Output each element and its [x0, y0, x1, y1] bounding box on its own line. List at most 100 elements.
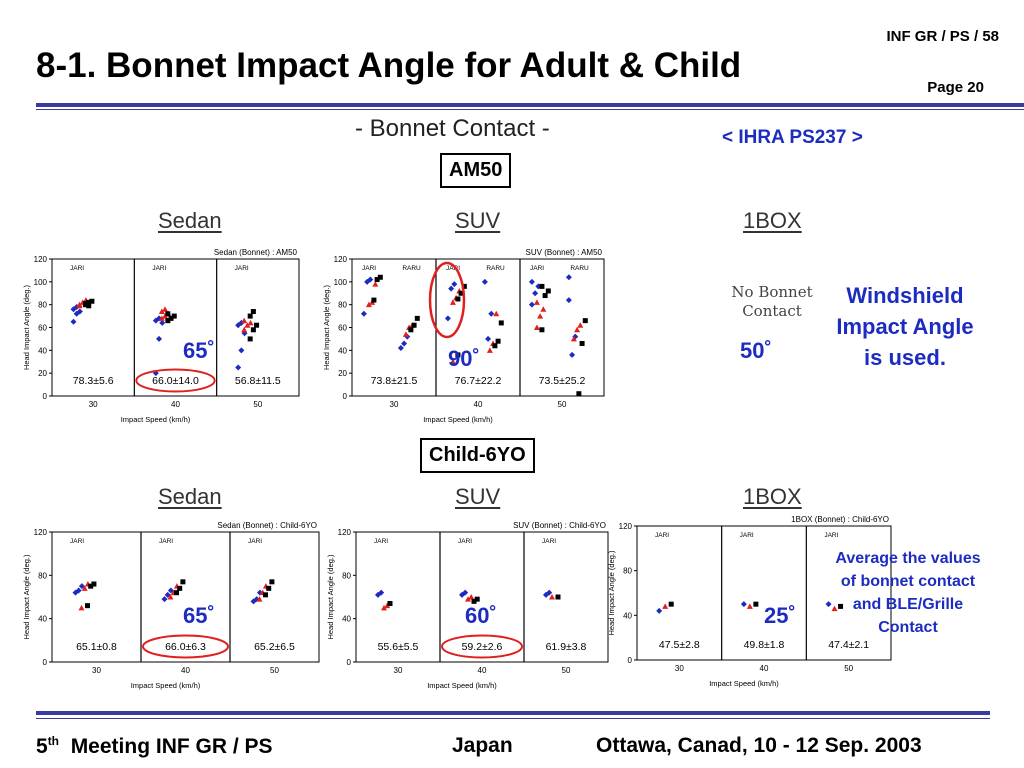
data-point-black [458, 290, 464, 296]
average-line-4: Contact [878, 619, 938, 636]
footer-meeting-name: Meeting INF GR / PS [70, 735, 273, 758]
data-point-red [533, 299, 540, 305]
x-axis-label: Impact Speed (km/h) [131, 681, 201, 690]
plot-frame [636, 525, 892, 661]
child-6yo-label: Child-6YO [420, 438, 535, 473]
data-point-red [402, 331, 409, 337]
footer-rule-thin [36, 718, 990, 719]
data-point-black [174, 590, 179, 596]
am50-sedan-heading: Sedan [158, 208, 222, 233]
child-sedan-chart: Sedan (Bonnet) : Child-6YO 0 40 80 120 Head I… [22, 521, 320, 690]
y-tick-label: 120 [34, 255, 48, 264]
data-point-black [89, 298, 95, 304]
child-1box-heading: 1BOX [743, 484, 802, 509]
x-tick-label: 40 [474, 400, 483, 409]
data-point-black [168, 315, 174, 321]
bonnet-contact-header: - Bonnet Contact - [355, 115, 550, 142]
data-point-black [579, 340, 585, 346]
data-point-black [165, 318, 171, 324]
panel-source-label: RARU [570, 265, 589, 272]
x-tick-label: 30 [394, 666, 403, 675]
data-point-blue [375, 591, 381, 598]
windshield-note: Windshield Impact Angle is used. [815, 280, 995, 373]
child-1box-angle: 25˚ [764, 603, 796, 628]
data-point-blue [397, 345, 404, 352]
data-point-red [549, 594, 555, 600]
data-point-red [167, 594, 174, 600]
data-point-blue [378, 589, 385, 596]
data-point-blue [78, 583, 85, 590]
y-tick-label: 120 [34, 528, 48, 537]
child-1box-chart: 1BOX (Bonnet) : Child-6YO 0 40 80 120 Head Im… [607, 515, 892, 688]
data-point-blue [569, 351, 576, 358]
y-tick-label: 20 [38, 369, 47, 378]
footer-country: Japan [452, 734, 513, 757]
stat-label: 55.6±5.5 [378, 641, 419, 653]
chart-title: SUV (Bonnet) : Child-6YO [513, 521, 606, 530]
data-point-blue [73, 310, 80, 317]
footer-meeting-number: 5 [36, 735, 48, 758]
panel-source-label: JARI [374, 538, 388, 545]
y-tick-label: 40 [623, 611, 632, 620]
data-point-blue [565, 297, 572, 304]
child-suv-angle: 60˚ [465, 603, 497, 628]
data-point-red [162, 306, 169, 312]
data-point-black [474, 596, 480, 602]
panel-source-label: JARI [530, 265, 544, 272]
child-suv-heading: SUV [455, 484, 501, 509]
y-axis-label: Head Impact Angle (deg.) [607, 550, 616, 636]
page-title: 8-1. Bonnet Impact Angle for Adult & Chi… [36, 46, 742, 85]
data-point-blue [159, 319, 166, 326]
data-point-black [411, 322, 417, 328]
data-point-blue [528, 301, 535, 308]
y-axis-label: Head Impact Angle (deg.) [322, 284, 331, 370]
data-point-black [371, 297, 377, 303]
data-point-black [753, 601, 759, 607]
panel-source-label: JARI [70, 265, 84, 272]
child-sedan-angle: 65˚ [183, 603, 215, 628]
y-tick-label: 120 [334, 255, 348, 264]
data-point-red [81, 585, 88, 591]
footer-meeting: 5th Meeting INF GR / PS [36, 734, 273, 759]
y-tick-label: 80 [38, 571, 47, 580]
highlight-circle [428, 261, 466, 339]
stat-label: 66.0±6.3 [165, 641, 206, 653]
ihra-reference: < IHRA PS237 > [722, 127, 863, 148]
data-point-blue [256, 589, 263, 596]
y-tick-label: 0 [343, 392, 348, 401]
x-tick-label: 30 [675, 664, 684, 673]
y-tick-label: 80 [38, 301, 47, 310]
data-point-red [468, 594, 475, 600]
average-line-3: and BLE/Grille [852, 596, 964, 613]
windshield-line-2: Impact Angle [836, 314, 974, 339]
data-point-blue [161, 596, 168, 603]
data-point-black [455, 352, 461, 358]
x-tick-label: 40 [171, 400, 180, 409]
data-point-blue [459, 591, 465, 598]
average-line-1: Average the values [835, 550, 981, 567]
data-point-black [85, 603, 90, 609]
y-tick-label: 120 [619, 522, 633, 531]
header-rule [36, 103, 1024, 107]
panel-source-label: JARI [458, 538, 472, 545]
y-tick-label: 80 [338, 301, 347, 310]
data-point-red [540, 306, 547, 312]
am50-suv-angle: 90˚ [448, 346, 480, 371]
y-tick-label: 40 [342, 615, 351, 624]
stat-label: 59.2±2.6 [462, 641, 503, 653]
stat-label: 47.5±2.8 [659, 639, 700, 651]
data-point-red [831, 605, 838, 612]
stat-label: 78.3±5.6 [73, 375, 114, 387]
y-tick-label: 0 [43, 658, 48, 667]
y-tick-label: 0 [628, 656, 633, 665]
y-axis-label: Head Impact Angle (deg.) [326, 554, 335, 640]
page-number: Page 20 [927, 79, 984, 96]
data-point-black [545, 288, 551, 294]
data-point-blue [448, 285, 455, 292]
data-point-black [838, 603, 844, 609]
am50-1box-heading: 1BOX [743, 208, 802, 233]
y-tick-label: 40 [38, 346, 47, 355]
data-point-blue [360, 310, 367, 317]
x-axis-label: Impact Speed (km/h) [427, 681, 497, 690]
data-point-blue [164, 591, 171, 598]
